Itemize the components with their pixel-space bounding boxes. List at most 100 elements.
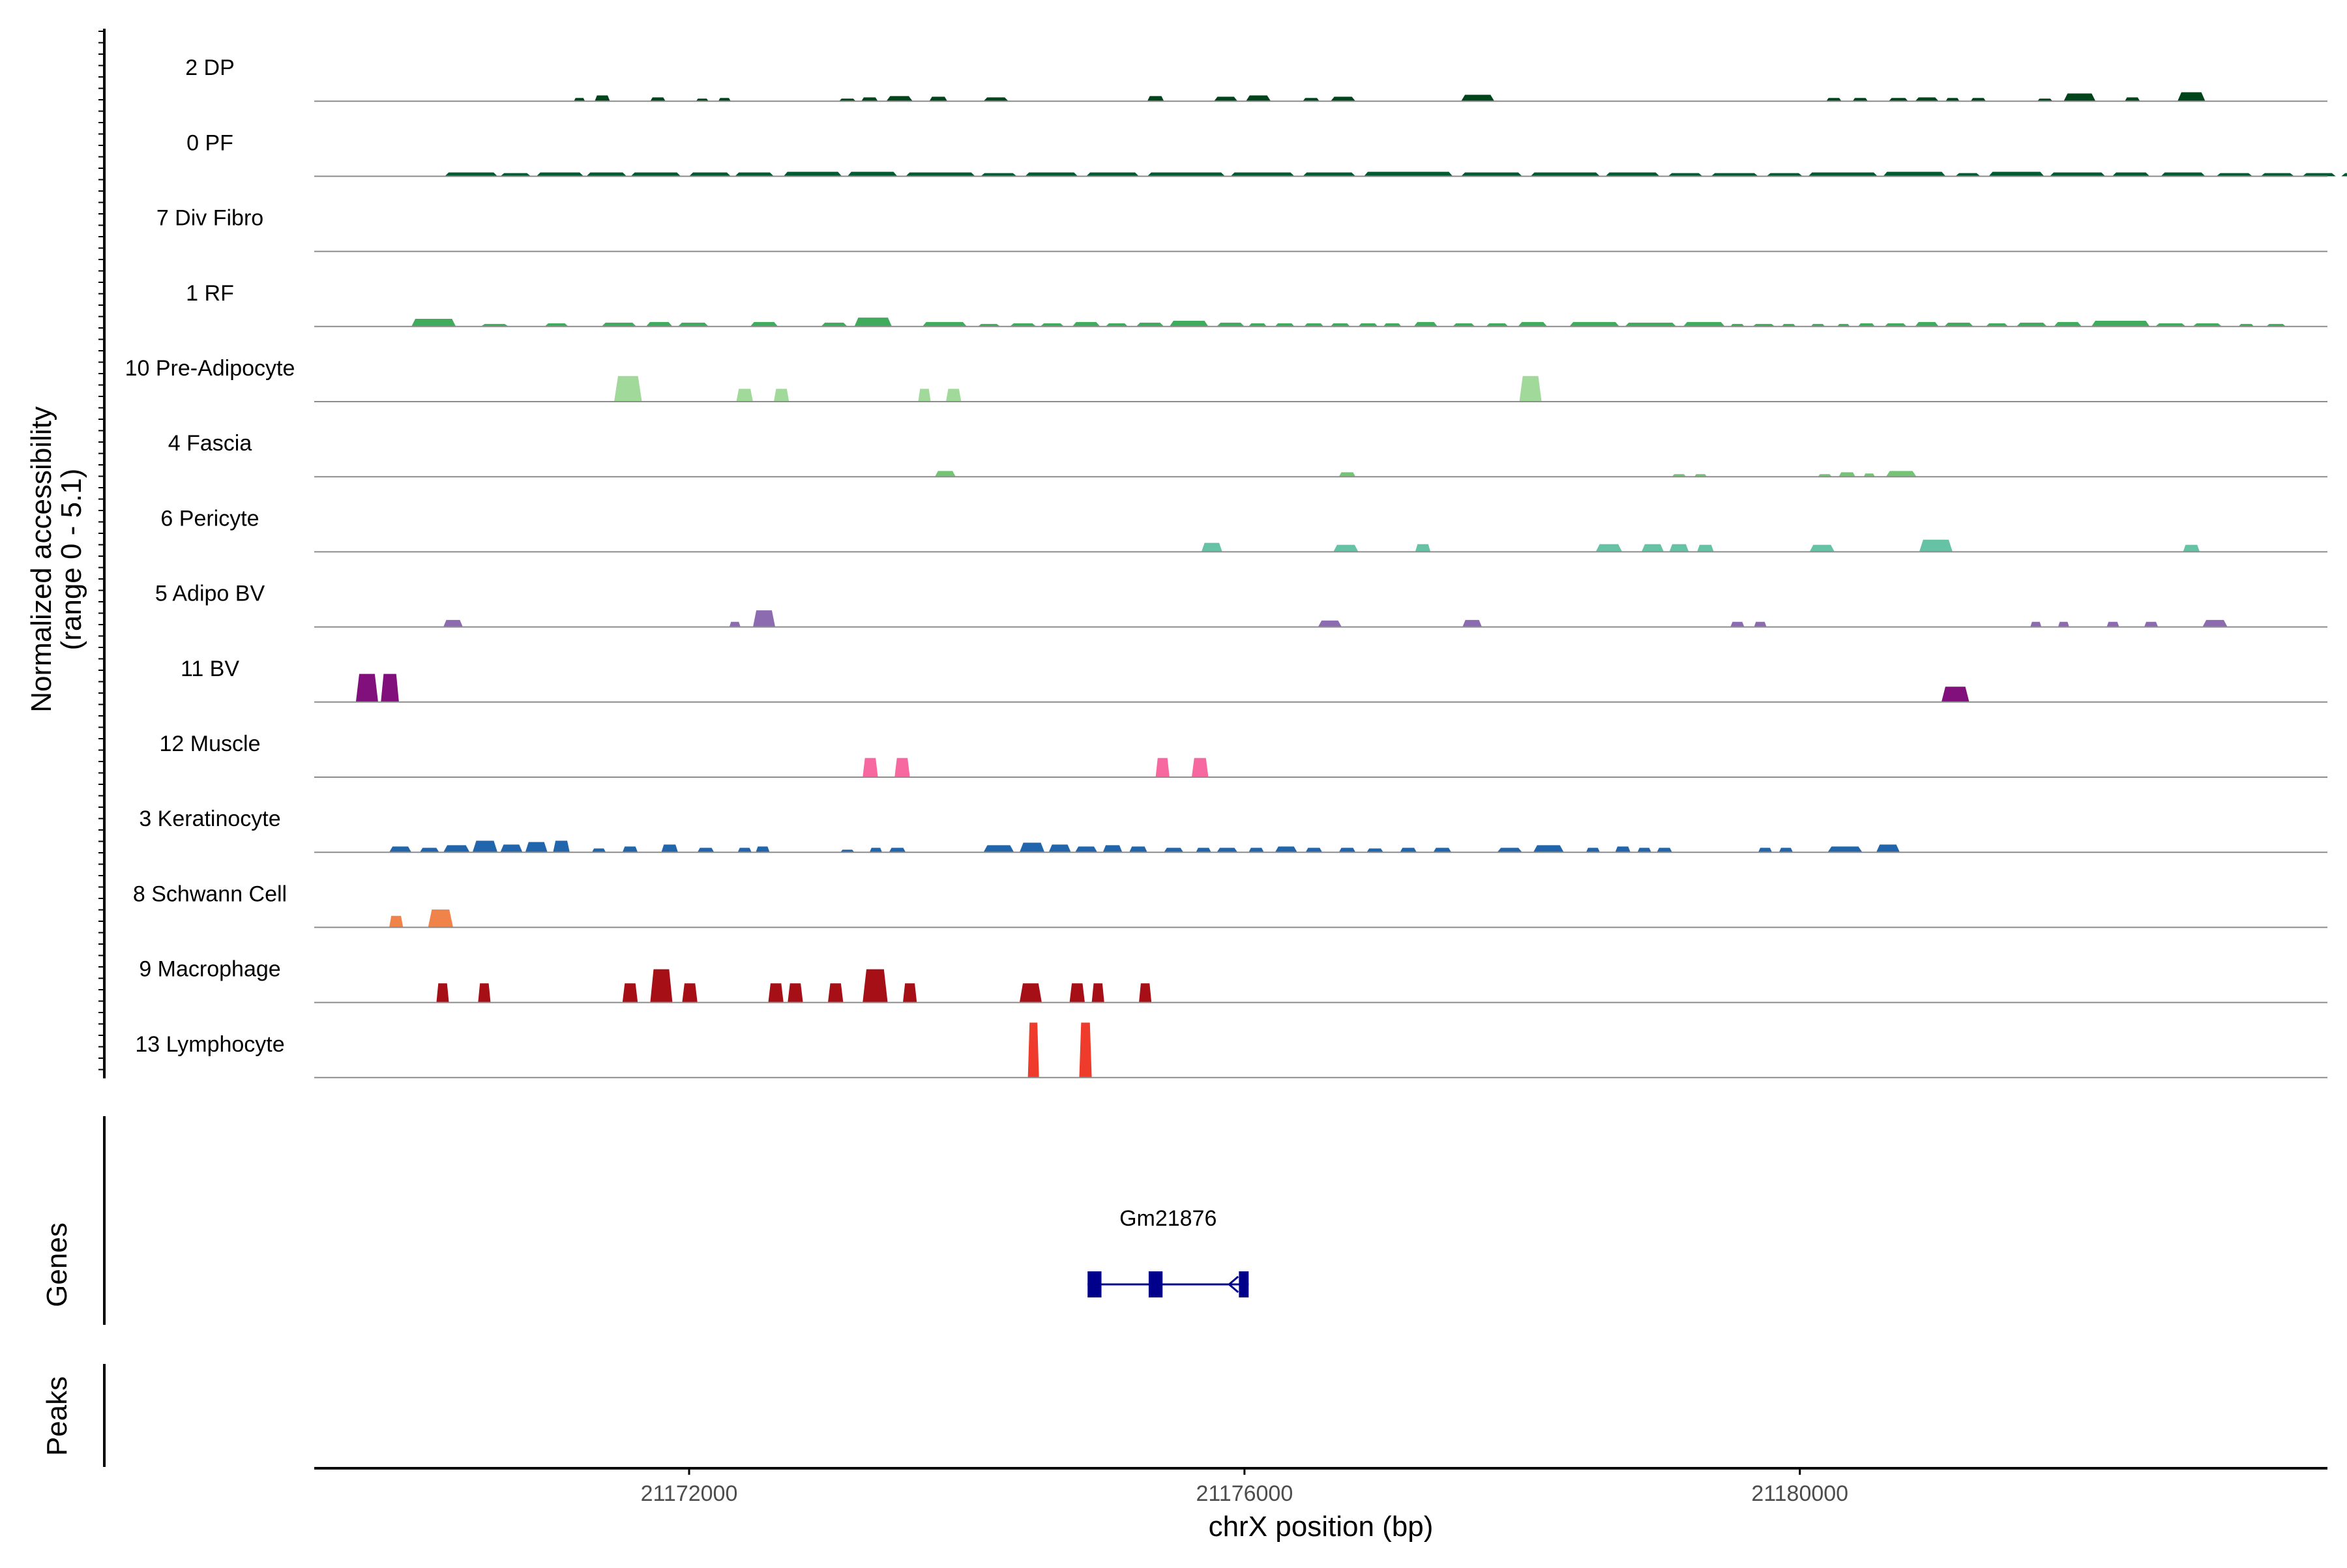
coverage-peak [1303,172,1356,177]
coverage-peak [1191,758,1209,777]
coverage-peak [1330,323,1350,327]
coverage-peak [436,983,449,1003]
peaks-panel-label: Peaks [41,1376,73,1456]
track-label: 8 Schwann Cell [133,881,287,906]
track-label: 1 RF [186,281,234,306]
coverage-peak [2192,323,2222,327]
coverage-peak [2216,173,2252,177]
coverage-peak [614,376,642,402]
coverage-peak [2341,173,2347,177]
coverage-peak [697,848,715,853]
track-label: 2 DP [185,55,235,80]
coverage-peak [1863,473,1875,477]
coverage-peak [2302,173,2336,177]
coverage-peak [1333,544,1359,552]
track-4-fascia: 4 Fascia [168,431,2327,478]
coverage-peak [1091,983,1104,1003]
coverage-peak [586,172,627,177]
coverage-peak [929,96,948,102]
x-tick-label: 21176000 [1196,1481,1293,1506]
coverage-peak [1245,95,1271,102]
coverage-peak [1453,323,1475,327]
coverage-peak [1809,544,1835,552]
coverage-peak [1048,844,1071,853]
coverage-peak [1519,376,1542,402]
strand-arrow-icon [1227,1275,1239,1294]
coverage-peak [622,983,638,1003]
coverage-peak [1330,96,1356,102]
coverage-peak [1586,848,1601,853]
coverage-peak [821,322,848,327]
coverage-peak [2091,320,2150,327]
coverage-peak [752,610,776,627]
coverage-peak [1461,172,1522,177]
coverage-peak [1697,544,1714,552]
y-axis-label-line-2: (range 0 - 5.1) [55,469,87,651]
coverage-peak [1461,95,1495,102]
gene-exon [1239,1271,1249,1297]
coverage-peak [1595,544,1623,552]
coverage-peak [1366,848,1383,853]
track-13-lymphocyte: 13 Lymphocyte [135,1022,2327,1078]
coverage-peak [863,758,878,777]
coverage-peak [1808,172,1878,177]
coverage-peak [2125,97,2140,102]
coverage-peak [500,844,523,853]
coverage-peak [1338,472,1356,477]
coverage-peak [1569,321,1619,327]
coverage-peak [1915,321,1939,327]
coverage-peak [1941,687,1970,702]
coverage-peak [650,97,666,102]
x-axis-title: chrX position (bp) [1209,1511,1434,1543]
coverage-peak [419,848,439,853]
coverage-peak [756,846,770,853]
coverage-peak [750,321,778,327]
coverage-peak [1766,173,1803,177]
coverage-peak [827,983,844,1003]
coverage-peak [863,969,888,1003]
track-3-keratinocyte: 3 Keratinocyte [139,806,2327,853]
coverage-peak [525,842,548,853]
coverage-peak [1711,173,1758,177]
coverage-peak [2177,92,2206,102]
coverage-peak [1413,321,1438,327]
coverage-peak [1019,842,1045,853]
coverage-peak [1364,171,1453,177]
coverage-peak [1889,98,1908,102]
coverage-peak [902,983,917,1003]
coverage-peak [922,321,967,327]
coverage-peak [1304,323,1324,327]
coverage-peak [355,673,378,702]
coverage-peak [650,969,673,1003]
coverage-peak [1955,173,1981,177]
coverage-peak [2063,93,2096,102]
coverage-peak [1852,98,1868,102]
coverage-peak [2016,322,2047,327]
track-label: 6 Pericyte [160,506,259,531]
coverage-peak [1838,472,1855,477]
coverage-peak [1217,848,1238,853]
y-axis-label-line-1: Normalized accessibility [25,406,57,712]
coverage-peak [544,323,568,327]
track-7-div-fibro: 7 Div Fibro [156,206,2327,252]
coverage-peak [847,171,898,177]
coverage-peak [1641,544,1664,552]
coverage-peak [1217,322,1245,327]
coverage-peak [428,909,453,928]
coverage-peak [1147,172,1226,177]
coverage-peak [1730,621,1745,627]
track-12-muscle: 12 Muscle [160,732,2327,778]
coverage-peak [1102,845,1123,853]
coverage-peak [1779,848,1793,853]
track-label: 4 Fascia [168,431,252,456]
track-label: 3 Keratinocyte [139,806,280,831]
coverage-peak [1944,322,1973,327]
coverage-peak [1303,98,1320,102]
coverage-peak [500,173,531,177]
coverage-peak [783,171,842,177]
coverage-peak [918,389,931,402]
coverage-peak [601,322,637,327]
track-2-dp: 2 DP [185,55,2327,102]
track-label: 12 Muscle [160,732,261,756]
coverage-peak [2112,172,2150,177]
